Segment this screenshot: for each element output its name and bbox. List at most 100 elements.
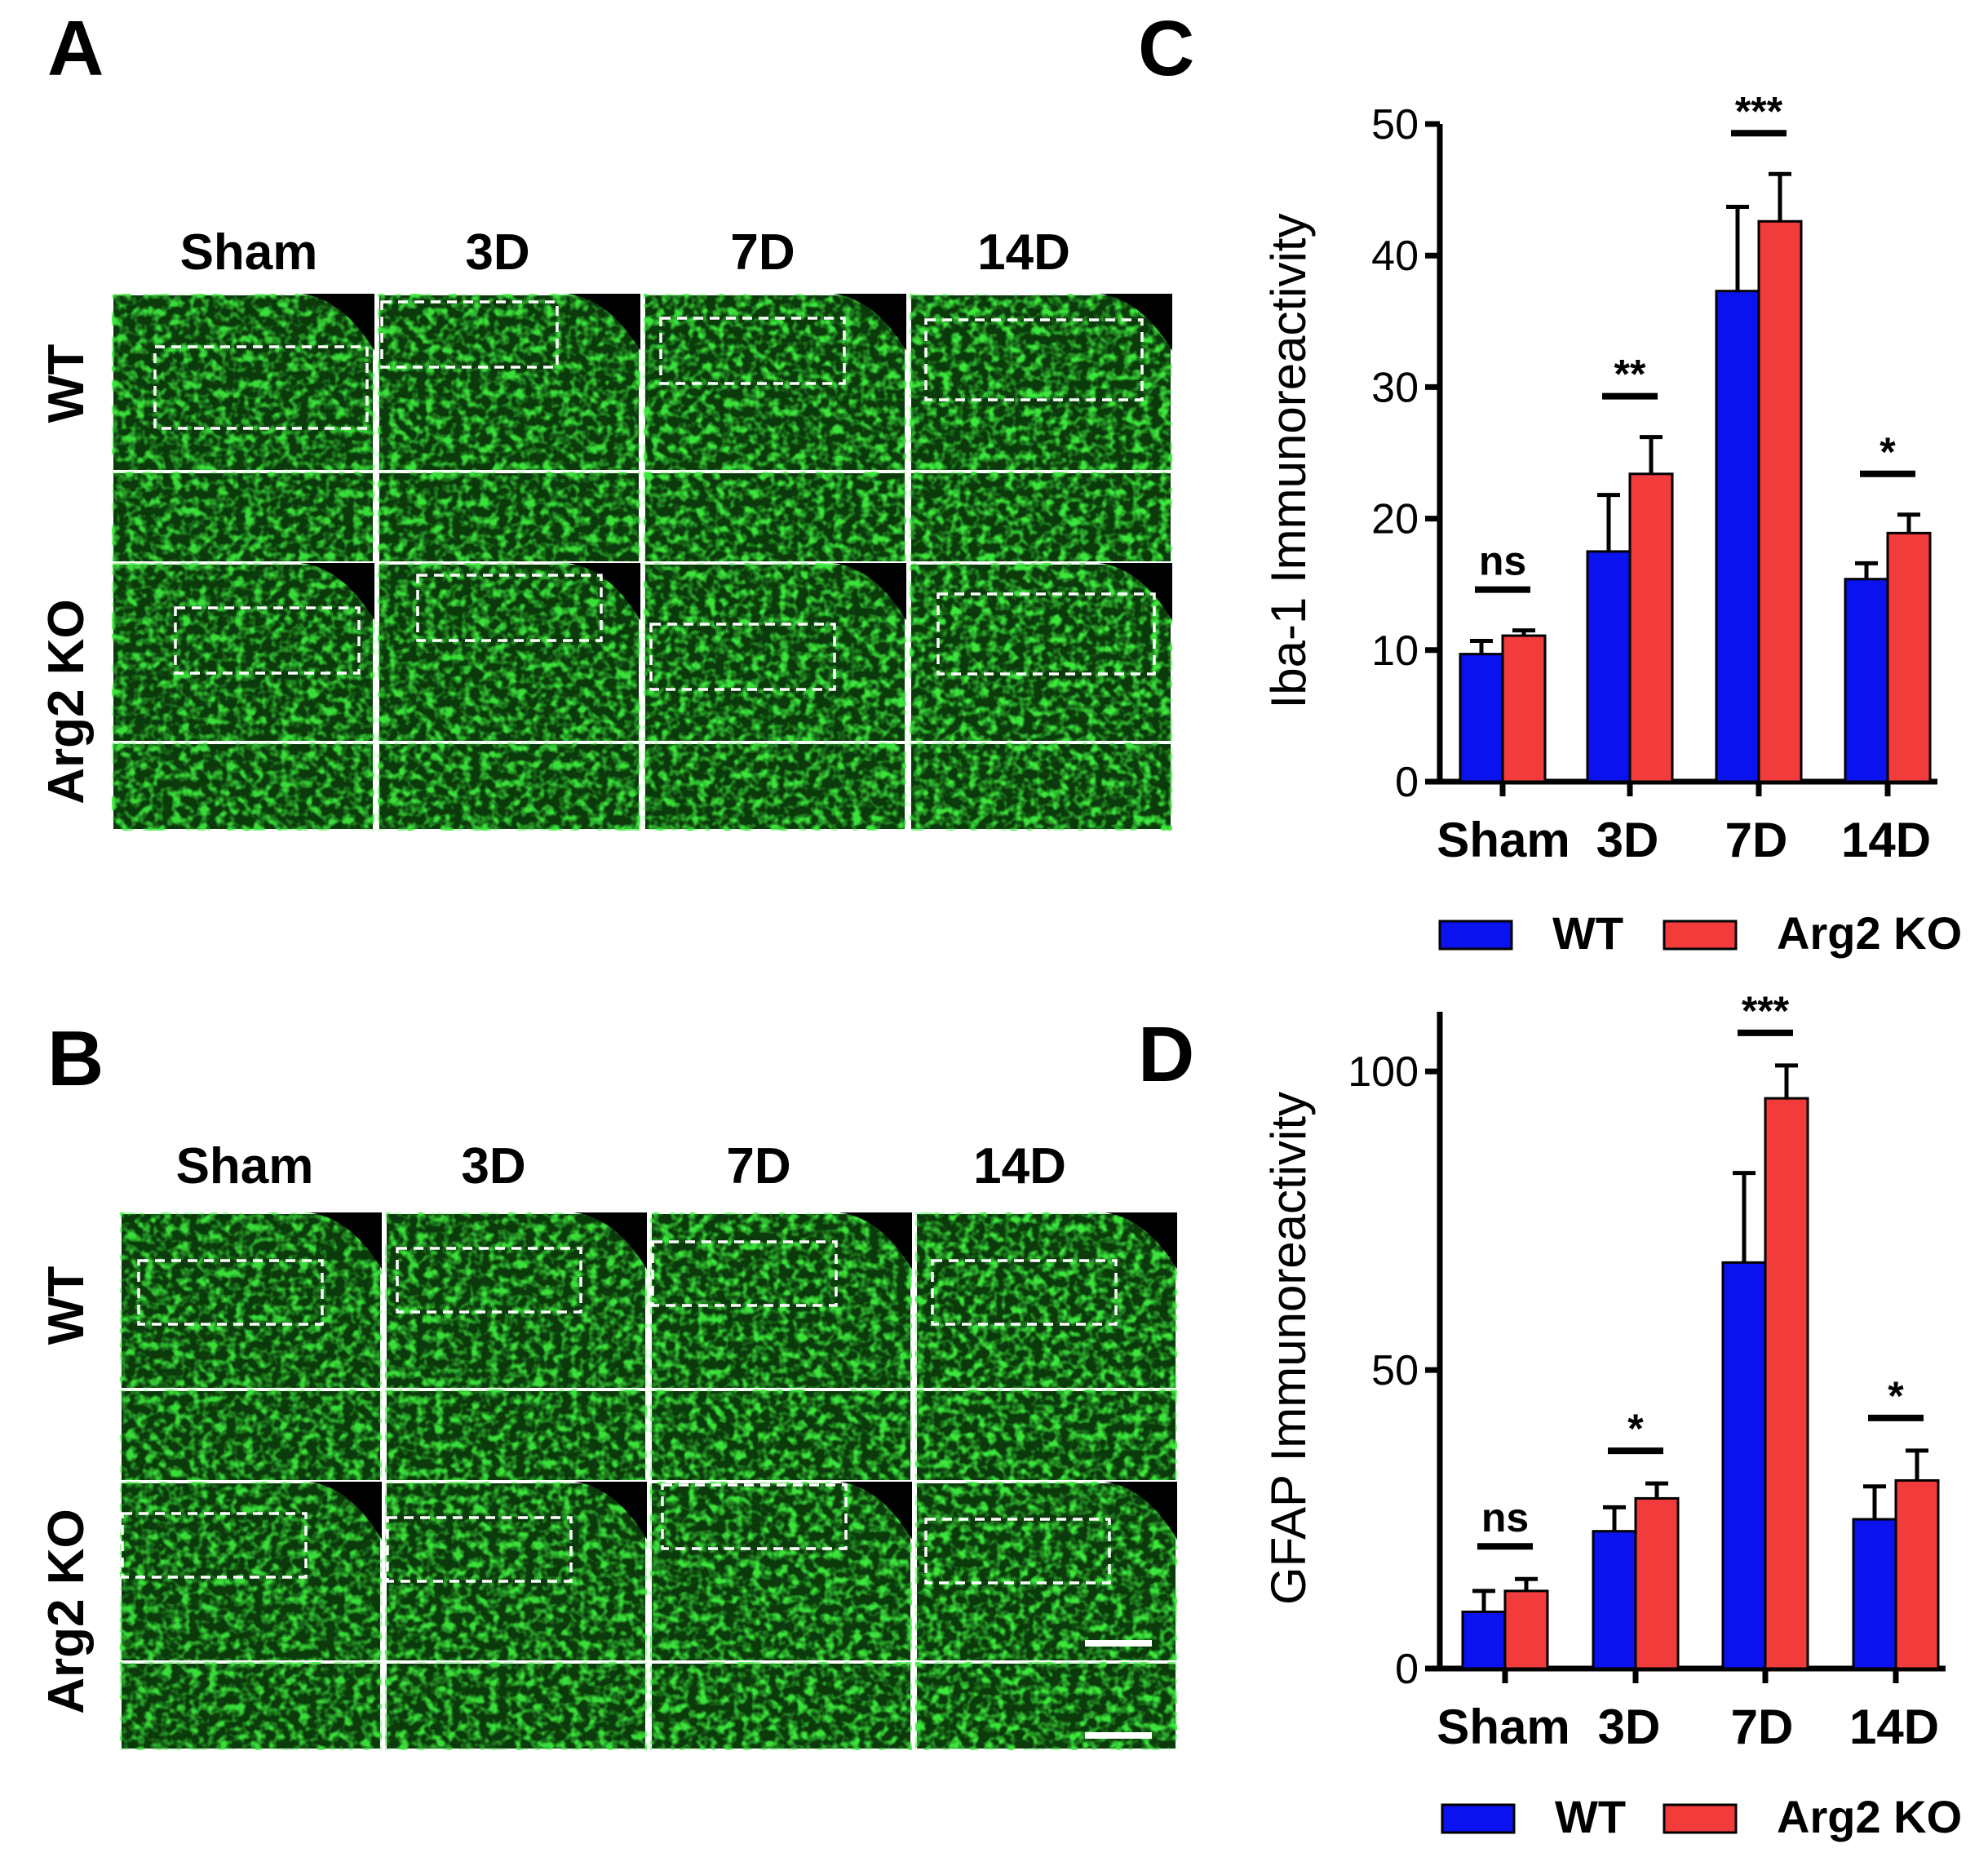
b-roi-box-3 [651,1240,838,1307]
b-roi-box-6 [386,1516,573,1583]
a-signal-ko-zoom-3d [378,742,640,831]
c-significance-label-sham: ns [1479,539,1526,584]
a-background-ko-overview-14d [1098,563,1172,621]
panel-letter-d: D [1138,1011,1194,1098]
panel-a-col-7d: 7D [730,224,795,281]
c-x-tick-label-14d: 14D [1841,813,1931,867]
d-bar-wt-14d [1852,1518,1897,1670]
b-background-wt-overview-sham [308,1212,382,1270]
b-signal-wt-zoom-14d [915,1390,1177,1482]
a-signal-ko-overview-3d [378,563,640,742]
a-signal-ko-overview-14d [910,563,1172,742]
b-signal-wt-overview-7d [650,1212,912,1390]
b-signal-ko-zoom-3d [385,1662,647,1750]
d-legend-label-arg2-ko: Arg2 KO [1777,1791,1962,1842]
a-background-wt-overview-14d [1098,294,1172,351]
d-legend-label-wt: WT [1555,1791,1626,1842]
c-error-bar-wt-14d [1855,561,1878,579]
c-error-bar-wt-3d [1597,493,1620,552]
b-background-wt-overview-3d [573,1212,647,1270]
c-x-tick-label-sham: Sham [1437,813,1570,867]
c-error-bar-arg2-ko-3d [1640,435,1663,474]
panel-b-row-wt: WT [38,1266,95,1345]
panel-b-col-sham: Sham [176,1138,314,1195]
d-error-bar-arg2-ko-3d [1645,1481,1668,1499]
a-signal-wt-zoom-14d [910,472,1172,563]
d-y-tick-label-0: 0 [1395,1646,1419,1693]
a-roi-box-5 [174,606,361,675]
b-signal-ko-zoom-7d [650,1662,912,1750]
a-roi-box-6 [416,574,603,642]
a-background-wt-overview-7d [832,294,906,351]
panel-a-row-wt: WT [38,344,95,423]
d-significance-label-7d: *** [1742,988,1790,1034]
d-legend-swatch-wt [1441,1803,1516,1834]
c-error-bar-wt-7d [1726,205,1749,291]
d-significance-label-14d: * [1888,1373,1904,1419]
c-significance-label-14d: * [1880,429,1896,475]
micrograph-grid-a [110,292,1174,832]
d-y-tick-label-100: 100 [1348,1048,1419,1096]
panel-letter-a: A [47,5,104,92]
b-roi-box-7 [661,1483,848,1550]
panel-a-col-3d: 3D [465,224,529,281]
b-background-wt-overview-14d [1104,1212,1177,1270]
b-roi-box-4 [931,1259,1118,1326]
b-signal-wt-overview-3d [385,1212,647,1390]
b-background-ko-overview-7d [839,1482,912,1540]
a-signal-ko-zoom-7d [644,742,906,831]
c-y-tick-label-20: 20 [1371,496,1419,543]
panel-letter-b: B [47,1015,104,1102]
b-roi-box-1 [137,1259,324,1326]
d-bar-wt-3d [1592,1530,1637,1670]
c-y-tick-label-0: 0 [1395,759,1419,806]
c-x-tick-label-3d: 3D [1596,813,1659,867]
c-significance-label-3d: ** [1614,352,1646,397]
b-roi-box-2 [396,1247,582,1314]
a-signal-wt-zoom-7d [644,472,906,563]
d-bar-arg2-ko-7d [1764,1097,1809,1670]
b-roi-box-8 [924,1518,1111,1585]
d-y-axis-label: GFAP Immunoreactivity [1261,1092,1316,1605]
c-y-tick-label-40: 40 [1371,233,1419,280]
panel-a-col-sham: Sham [180,224,318,281]
b-signal-wt-overview-14d [915,1212,1177,1390]
d-x-tick-label-14d: 14D [1849,1700,1939,1754]
d-error-bar-arg2-ko-7d [1775,1063,1798,1099]
c-bar-wt-7d [1715,290,1760,783]
c-error-bar-arg2-ko-14d [1897,512,1920,534]
c-legend-label-wt: WT [1552,907,1623,959]
d-y-tick-label-50: 50 [1371,1347,1419,1394]
c-significance-label-7d: *** [1735,88,1783,134]
b-background-ko-overview-sham [308,1482,382,1540]
c-y-tick-label-30: 30 [1371,364,1419,411]
b-signal-wt-overview-sham [120,1212,382,1390]
a-background-ko-overview-3d [566,563,640,621]
a-signal-wt-overview-14d [910,294,1172,472]
a-signal-ko-zoom-14d [910,742,1172,831]
b-signal-ko-overview-14d [915,1482,1177,1662]
c-legend-swatch-wt [1438,920,1513,951]
c-y-tick-label-50: 50 [1371,101,1419,148]
d-error-bar-wt-14d [1863,1484,1886,1520]
c-bar-wt-sham [1459,653,1504,783]
b-signal-ko-overview-7d [650,1482,912,1662]
panel-a: A Sham 3D 7D 14D WT Arg2 KO [38,5,1174,832]
c-error-bar-arg2-ko-7d [1769,171,1791,222]
panel-b: B Sham 3D 7D 14D WT Arg2 KO [38,1015,1179,1752]
c-bar-arg2-ko-3d [1628,472,1674,783]
panel-letter-c: C [1138,5,1194,92]
b-signal-ko-overview-sham [120,1482,382,1662]
chart-c: 0 10 20 30 40 50 Iba-1 Immunoreactivity Sham ns 3… [1261,88,1962,959]
c-error-bar-arg2-ko-sham [1512,628,1535,636]
d-bar-arg2-ko-3d [1634,1496,1680,1670]
b-background-wt-overview-7d [839,1212,912,1270]
d-bar-wt-7d [1721,1261,1767,1670]
micrograph-grid-b [118,1211,1179,1752]
c-y-tick-label-10: 10 [1371,627,1419,675]
c-bar-arg2-ko-7d [1757,219,1803,783]
b-roi-box-5 [121,1512,308,1579]
d-error-bar-arg2-ko-sham [1515,1576,1538,1591]
a-background-ko-overview-7d [832,563,906,621]
